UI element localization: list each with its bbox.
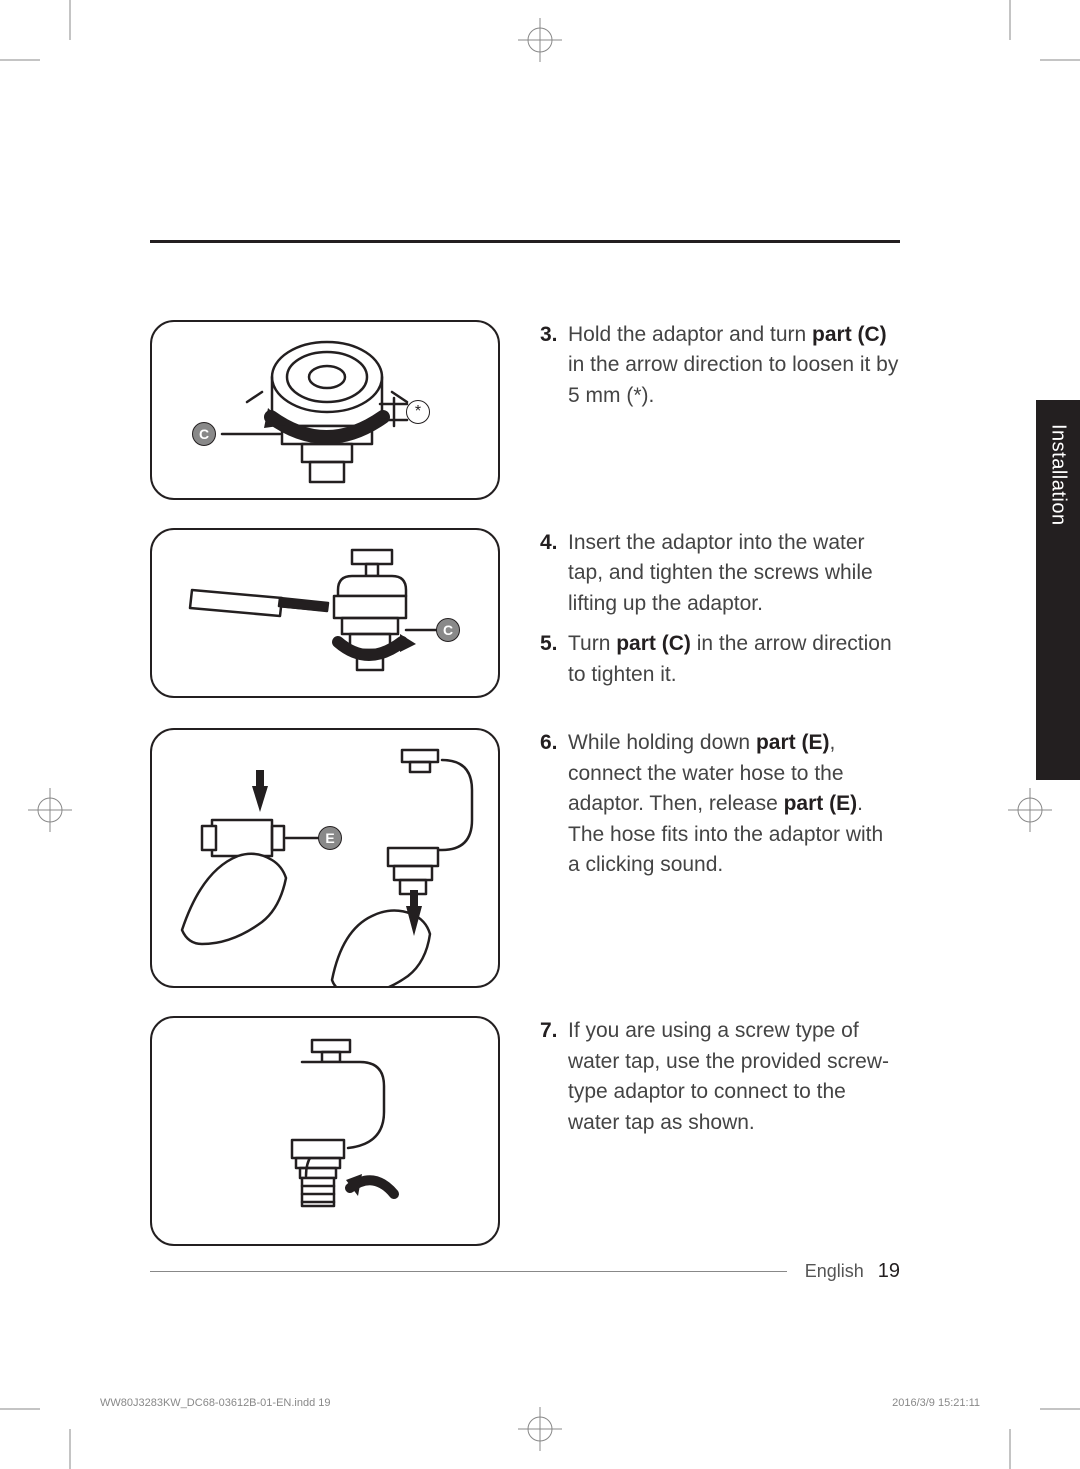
- header-rule: [150, 240, 900, 243]
- content-area: C * 3. Hold the adaptor and turn part (C…: [150, 320, 900, 1274]
- step-7: 7. If you are using a screw type of wate…: [540, 1016, 900, 1138]
- step-7-number: 7.: [540, 1016, 568, 1138]
- footer-page-number: 19: [878, 1260, 900, 1283]
- step-6-text: While holding down part (E), connect the…: [568, 728, 900, 880]
- step-5-text: Turn part (C) in the arrow direction to …: [568, 629, 900, 690]
- step-5: 5. Turn part (C) in the arrow direction …: [540, 629, 900, 690]
- section-tab: Installation: [1036, 400, 1080, 780]
- step-6: 6. While holding down part (E), connect …: [540, 728, 900, 880]
- step-5-number: 5.: [540, 629, 568, 690]
- figure-6-label-e: E: [318, 826, 342, 850]
- step-4: 4. Insert the adaptor into the water tap…: [540, 528, 900, 619]
- step-6-number: 6.: [540, 728, 568, 880]
- step-row-7: 7. If you are using a screw type of wate…: [150, 1016, 900, 1246]
- page-footer: English 19: [150, 1260, 900, 1283]
- figure-3-label-c: C: [192, 422, 216, 446]
- step-3-text: Hold the adaptor and turn part (C) in th…: [568, 320, 900, 411]
- step-row-3: C * 3. Hold the adaptor and turn part (C…: [150, 320, 900, 500]
- figure-6: E: [150, 728, 500, 988]
- figure-3-label-star: *: [406, 400, 430, 424]
- figure-7: [150, 1016, 500, 1246]
- imprint-filename: WW80J3283KW_DC68-03612B-01-EN.indd 19: [100, 1397, 331, 1409]
- step-row-4-5: C 4. Insert the adaptor into the water t…: [150, 528, 900, 700]
- figure-3: C *: [150, 320, 500, 500]
- step-7-text: If you are using a screw type of water t…: [568, 1016, 900, 1138]
- step-3-number: 3.: [540, 320, 568, 411]
- figure-4-5: C: [150, 528, 500, 698]
- section-tab-label: Installation: [1047, 424, 1070, 526]
- footer-rule: [150, 1271, 787, 1272]
- step-3: 3. Hold the adaptor and turn part (C) in…: [540, 320, 900, 411]
- step-4-number: 4.: [540, 528, 568, 619]
- footer-language: English: [805, 1261, 864, 1282]
- imprint-timestamp: 2016/3/9 15:21:11: [892, 1397, 980, 1409]
- step-row-6: E 6. While holding down part (E), connec…: [150, 728, 900, 988]
- figure-45-label-c: C: [436, 618, 460, 642]
- step-4-text: Insert the adaptor into the water tap, a…: [568, 528, 900, 619]
